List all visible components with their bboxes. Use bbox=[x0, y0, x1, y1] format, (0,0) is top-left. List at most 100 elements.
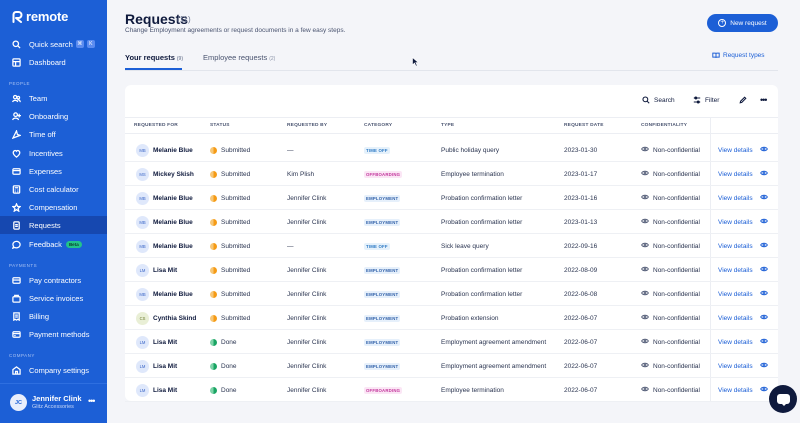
table-row[interactable]: MB Melanie Blue Submitted Jennifer Clink EMP… bbox=[125, 186, 778, 210]
confidentiality-text: Non-confidential bbox=[653, 290, 700, 298]
column-header[interactable]: CATEGORY bbox=[364, 123, 393, 128]
requested-by: — bbox=[287, 146, 294, 154]
sidebar-item-expenses[interactable]: Expenses bbox=[0, 162, 107, 180]
user-profile[interactable]: JC Jennifer Clink Glitz Accessories ••• bbox=[0, 384, 107, 423]
status-icon bbox=[210, 290, 217, 298]
eye-icon[interactable] bbox=[759, 386, 768, 394]
confidentiality-cell: Non-confidential bbox=[641, 186, 700, 210]
remote-logo[interactable]: remote bbox=[12, 9, 68, 24]
category-cell: EMPLOYMENT bbox=[364, 354, 401, 378]
table-row[interactable]: LM Lisa Mit Done Jennifer Clink OFFBOARDING E… bbox=[125, 378, 778, 402]
table-row[interactable]: CS Cynthia Skind Submitted Jennifer Clink EM… bbox=[125, 306, 778, 330]
more-options-icon[interactable]: ••• bbox=[88, 396, 96, 406]
eye-icon[interactable] bbox=[759, 170, 768, 178]
sidebar-item-pay-contractors[interactable]: Pay contractors bbox=[0, 271, 107, 289]
view-details-cell: View details bbox=[718, 186, 768, 210]
eye-icon[interactable] bbox=[759, 362, 768, 370]
request-types-link[interactable]: Request types bbox=[712, 52, 765, 59]
onboarding-icon bbox=[12, 111, 21, 121]
table-row[interactable]: LM Lisa Mit Submitted Jennifer Clink EMPLOYM… bbox=[125, 258, 778, 282]
avatar-cell: LM bbox=[136, 354, 149, 378]
status-cell: Submitted bbox=[210, 234, 250, 258]
table-row[interactable]: MB Melanie Blue Submitted Jennifer Clink EMP… bbox=[125, 282, 778, 306]
sidebar-item-label: Company settings bbox=[29, 365, 90, 375]
new-request-button[interactable]: + New request bbox=[707, 14, 778, 32]
search-button[interactable]: Search bbox=[642, 94, 675, 106]
view-details-cell: View details bbox=[718, 354, 768, 378]
confidentiality-text: Non-confidential bbox=[653, 338, 700, 346]
eye-icon[interactable] bbox=[759, 218, 768, 226]
avatar: MB bbox=[136, 287, 149, 301]
eye-icon[interactable] bbox=[759, 266, 768, 274]
eye-icon[interactable] bbox=[759, 314, 768, 322]
column-header[interactable]: REQUEST DATE bbox=[564, 123, 604, 128]
chat-button[interactable] bbox=[769, 385, 797, 413]
view-details-link[interactable]: View details bbox=[718, 242, 753, 250]
column-header[interactable]: CONFIDENTIALITY bbox=[641, 123, 688, 128]
confidentiality-cell: Non-confidential bbox=[641, 258, 700, 282]
sidebar-item-compensation[interactable]: Compensation bbox=[0, 198, 107, 216]
eye-icon[interactable] bbox=[759, 338, 768, 346]
view-details-link[interactable]: View details bbox=[718, 290, 753, 298]
eye-icon[interactable] bbox=[759, 194, 768, 202]
sidebar-item-label: Time off bbox=[29, 129, 56, 139]
sidebar-item-service-invoices[interactable]: Service invoices bbox=[0, 289, 107, 307]
table-row[interactable]: MB Melanie Blue Submitted — TIME OFF Public h… bbox=[125, 138, 778, 162]
view-details-link[interactable]: View details bbox=[718, 146, 753, 154]
column-header[interactable]: REQUESTED BY bbox=[287, 123, 328, 128]
eye-icon[interactable] bbox=[759, 290, 768, 298]
sidebar-item-company-settings[interactable]: Company settings bbox=[0, 361, 107, 379]
edit-button[interactable] bbox=[739, 94, 747, 106]
sidebar-item-onboarding[interactable]: Onboarding bbox=[0, 107, 107, 125]
sidebar-item-team[interactable]: Team bbox=[0, 89, 107, 107]
eye-icon[interactable] bbox=[759, 242, 768, 250]
sidebar-item-feedback[interactable]: Feedback Beta bbox=[0, 235, 107, 253]
filter-button[interactable]: Filter bbox=[693, 94, 719, 106]
view-details-link[interactable]: View details bbox=[718, 314, 753, 322]
view-details-link[interactable]: View details bbox=[718, 386, 753, 394]
view-details-link[interactable]: View details bbox=[718, 362, 753, 370]
invoices-icon bbox=[12, 294, 21, 303]
confidentiality-text: Non-confidential bbox=[653, 314, 700, 322]
requested-by: Kim Plish bbox=[287, 170, 315, 178]
column-header[interactable]: STATUS bbox=[210, 123, 230, 128]
pencil-icon bbox=[739, 96, 747, 104]
avatar: LM bbox=[136, 335, 149, 349]
sidebar-item-incentives[interactable]: Incentives bbox=[0, 144, 107, 162]
eye-icon[interactable] bbox=[759, 146, 768, 154]
requested-by: Jennifer Clink bbox=[287, 218, 327, 226]
more-options-icon[interactable]: ••• bbox=[760, 95, 768, 105]
billing-icon bbox=[12, 311, 21, 321]
table-row[interactable]: LM Lisa Mit Done Jennifer Clink EMPLOYMENT Em… bbox=[125, 354, 778, 378]
sidebar-item-time-off[interactable]: Time off bbox=[0, 125, 107, 143]
category-cell: TIME OFF bbox=[364, 138, 390, 162]
requested-for: Lisa Mit bbox=[153, 386, 178, 394]
tab-employee-requests[interactable]: Employee requests (2) bbox=[203, 53, 275, 62]
sidebar-item-payment-methods[interactable]: Payment methods bbox=[0, 325, 107, 343]
requested-for: Lisa Mit bbox=[153, 338, 178, 346]
view-details-link[interactable]: View details bbox=[718, 218, 753, 226]
sidebar-item-requests[interactable]: Requests bbox=[0, 216, 107, 234]
table-row[interactable]: LM Lisa Mit Done Jennifer Clink EMPLOYMENT Em… bbox=[125, 330, 778, 354]
view-details-link[interactable]: View details bbox=[718, 338, 753, 346]
request-type: Public holiday query bbox=[441, 146, 500, 154]
category-badge: EMPLOYMENT bbox=[364, 314, 401, 322]
sidebar-item-dashboard[interactable]: Dashboard bbox=[0, 53, 107, 71]
column-header[interactable]: TYPE bbox=[441, 123, 455, 128]
table-row[interactable]: MS Mickey Skish Submitted Kim Plish OFFBOARD… bbox=[125, 162, 778, 186]
table-row[interactable]: MB Melanie Blue Submitted Jennifer Clink EMP… bbox=[125, 210, 778, 234]
sidebar-item-label: Pay contractors bbox=[29, 275, 82, 285]
tab-count: (9) bbox=[176, 56, 183, 62]
company-settings-icon bbox=[12, 365, 21, 375]
table-row[interactable]: MB Melanie Blue Submitted — TIME OFF Sick lea… bbox=[125, 234, 778, 258]
tab-your-requests[interactable]: Your requests (9) bbox=[125, 53, 183, 62]
view-details-link[interactable]: View details bbox=[718, 266, 753, 274]
view-details-link[interactable]: View details bbox=[718, 170, 753, 178]
view-details-link[interactable]: View details bbox=[718, 194, 753, 202]
column-header[interactable]: REQUESTED FOR bbox=[134, 123, 178, 128]
quick-search[interactable]: Quick search ⌘ K bbox=[0, 35, 107, 53]
sidebar-item-cost-calculator[interactable]: Cost calculator bbox=[0, 180, 107, 198]
user-name: Jennifer Clink bbox=[32, 394, 82, 403]
sidebar-item-billing[interactable]: Billing bbox=[0, 307, 107, 325]
category-badge: EMPLOYMENT bbox=[364, 362, 401, 370]
